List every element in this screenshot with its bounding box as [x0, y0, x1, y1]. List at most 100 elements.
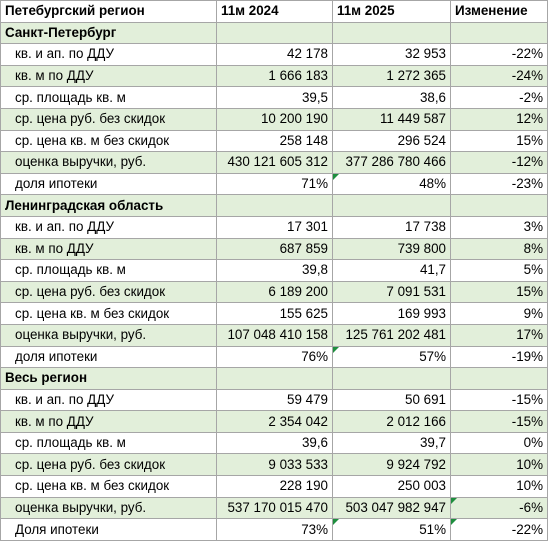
metric-label-cell[interactable]: ср. цена руб. без скидок — [0, 280, 217, 304]
value-2024-cell[interactable]: 2 354 042 — [216, 410, 333, 433]
value-2024-cell[interactable]: 59 479 — [216, 388, 333, 412]
change-cell[interactable]: -15% — [450, 410, 548, 433]
value-2025-cell[interactable]: 503 047 982 947 — [332, 496, 451, 520]
value-2024-cell[interactable]: 430 121 605 312 — [216, 151, 333, 174]
metric-label-cell[interactable]: ср. цена руб. без скидок — [0, 107, 217, 131]
change-cell[interactable]: -6% — [450, 496, 548, 520]
group-title[interactable]: Ленинградская область — [0, 194, 217, 217]
metric-label-cell[interactable]: ср. цена руб. без скидок — [0, 453, 217, 477]
value-2025-cell[interactable]: 377 286 780 466 — [332, 151, 451, 174]
value-2025-cell[interactable]: 39,7 — [332, 431, 451, 455]
value-2025-cell[interactable]: 250 003 — [332, 475, 451, 498]
change-cell[interactable]: -24% — [450, 64, 548, 88]
value-2024-cell[interactable]: 39,6 — [216, 431, 333, 455]
header-change[interactable]: Изменение — [450, 0, 548, 23]
empty-cell[interactable] — [332, 194, 451, 217]
value-2025-cell[interactable]: 125 761 202 481 — [332, 323, 451, 347]
value-2024-cell[interactable]: 71% — [216, 172, 333, 196]
group-title[interactable]: Санкт-Петербург — [0, 21, 217, 45]
change-cell[interactable]: 15% — [450, 280, 548, 304]
value-2024-cell[interactable]: 687 859 — [216, 237, 333, 261]
metric-label-cell[interactable]: ср. площадь кв. м — [0, 431, 217, 455]
metric-label-cell[interactable]: кв. м по ДДУ — [0, 410, 217, 433]
value-2024-cell[interactable]: 42 178 — [216, 43, 333, 66]
metric-label-cell[interactable]: оценка выручки, руб. — [0, 323, 217, 347]
value-2024-cell[interactable]: 228 190 — [216, 475, 333, 498]
change-cell[interactable]: 8% — [450, 237, 548, 261]
change-cell[interactable]: 10% — [450, 453, 548, 477]
metric-label-cell[interactable]: оценка выручки, руб. — [0, 496, 217, 520]
header-2025[interactable]: 11м 2025 — [332, 0, 451, 23]
change-cell[interactable]: -15% — [450, 388, 548, 412]
header-2024[interactable]: 11м 2024 — [216, 0, 333, 23]
change-cell[interactable]: -2% — [450, 86, 548, 109]
metric-label-cell[interactable]: кв. м по ДДУ — [0, 64, 217, 88]
value-2024-cell[interactable]: 17 301 — [216, 215, 333, 239]
value-2025-cell[interactable]: 48% — [332, 172, 451, 196]
value-2024-cell[interactable]: 9 033 533 — [216, 453, 333, 477]
value-2024-cell[interactable]: 39,8 — [216, 259, 333, 282]
change-cell[interactable]: -12% — [450, 151, 548, 174]
value-2025-cell[interactable]: 1 272 365 — [332, 64, 451, 88]
value-2025-cell[interactable]: 296 524 — [332, 129, 451, 153]
value-2025-cell[interactable]: 739 800 — [332, 237, 451, 261]
value-2024-cell[interactable]: 73% — [216, 518, 333, 541]
metric-label-cell[interactable]: кв. и ап. по ДДУ — [0, 43, 217, 66]
value-2024-cell[interactable]: 107 048 410 158 — [216, 323, 333, 347]
metric-label-cell[interactable]: доля ипотеки — [0, 345, 217, 369]
change-cell[interactable]: 3% — [450, 215, 548, 239]
change-cell[interactable]: 15% — [450, 129, 548, 153]
change-cell[interactable]: -22% — [450, 43, 548, 66]
change-cell[interactable]: 5% — [450, 259, 548, 282]
metric-label-cell[interactable]: кв. и ап. по ДДУ — [0, 215, 217, 239]
metric-label-cell[interactable]: ср. цена кв. м без скидок — [0, 475, 217, 498]
change-cell[interactable]: -19% — [450, 345, 548, 369]
value-2024-cell[interactable]: 39,5 — [216, 86, 333, 109]
header-region[interactable]: Петебургский регион — [0, 0, 217, 23]
change-cell[interactable]: -23% — [450, 172, 548, 196]
empty-cell[interactable] — [332, 367, 451, 390]
value-2025-cell[interactable]: 38,6 — [332, 86, 451, 109]
empty-cell[interactable] — [332, 21, 451, 45]
value-2025-cell[interactable]: 7 091 531 — [332, 280, 451, 304]
value-2025-cell[interactable]: 2 012 166 — [332, 410, 451, 433]
value-2025-cell[interactable]: 11 449 587 — [332, 107, 451, 131]
metric-label-cell[interactable]: ср. площадь кв. м — [0, 86, 217, 109]
value-2025-cell[interactable]: 57% — [332, 345, 451, 369]
metric-label-cell[interactable]: кв. и ап. по ДДУ — [0, 388, 217, 412]
metric-label-cell[interactable]: ср. цена кв. м без скидок — [0, 129, 217, 153]
change-cell[interactable]: 17% — [450, 323, 548, 347]
empty-cell[interactable] — [450, 367, 548, 390]
empty-cell[interactable] — [216, 367, 333, 390]
value-2025-cell[interactable]: 32 953 — [332, 43, 451, 66]
change-cell[interactable]: 12% — [450, 107, 548, 131]
value-2024-cell[interactable]: 155 625 — [216, 302, 333, 325]
change-cell[interactable]: 10% — [450, 475, 548, 498]
metric-label-cell[interactable]: ср. площадь кв. м — [0, 259, 217, 282]
metric-label-cell[interactable]: оценка выручки, руб. — [0, 151, 217, 174]
value-2024-cell[interactable]: 6 189 200 — [216, 280, 333, 304]
metric-label-cell[interactable]: ср. цена кв. м без скидок — [0, 302, 217, 325]
value-2025-cell[interactable]: 51% — [332, 518, 451, 541]
empty-cell[interactable] — [450, 21, 548, 45]
change-cell[interactable]: 0% — [450, 431, 548, 455]
metric-label-cell[interactable]: доля ипотеки — [0, 172, 217, 196]
value-2025-cell[interactable]: 50 691 — [332, 388, 451, 412]
value-2024-cell[interactable]: 537 170 015 470 — [216, 496, 333, 520]
metric-label-cell[interactable]: кв. м по ДДУ — [0, 237, 217, 261]
value-2024-cell[interactable]: 258 148 — [216, 129, 333, 153]
empty-cell[interactable] — [216, 194, 333, 217]
value-2025-cell[interactable]: 169 993 — [332, 302, 451, 325]
change-cell[interactable]: -22% — [450, 518, 548, 541]
group-title[interactable]: Весь регион — [0, 367, 217, 390]
value-2025-cell[interactable]: 41,7 — [332, 259, 451, 282]
metric-label-cell[interactable]: Доля ипотеки — [0, 518, 217, 541]
value-2024-cell[interactable]: 1 666 183 — [216, 64, 333, 88]
change-cell[interactable]: 9% — [450, 302, 548, 325]
value-2025-cell[interactable]: 17 738 — [332, 215, 451, 239]
value-2025-cell[interactable]: 9 924 792 — [332, 453, 451, 477]
value-2024-cell[interactable]: 10 200 190 — [216, 107, 333, 131]
value-2024-cell[interactable]: 76% — [216, 345, 333, 369]
empty-cell[interactable] — [450, 194, 548, 217]
empty-cell[interactable] — [216, 21, 333, 45]
